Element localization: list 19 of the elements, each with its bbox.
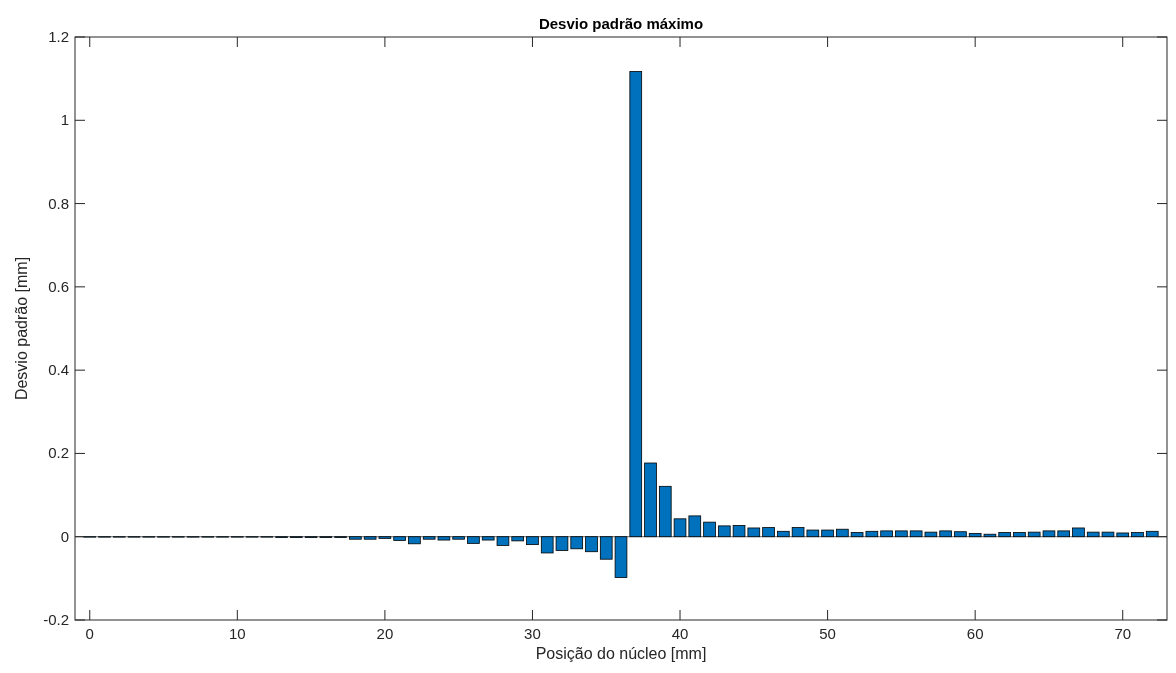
y-tick-label: 1	[60, 111, 69, 129]
x-tick-label: 40	[671, 625, 689, 642]
y-tick-label: 0	[60, 527, 69, 545]
y-tick-label: 0.8	[48, 194, 69, 212]
y-tick-label: 0.2	[48, 444, 69, 462]
x-tick-label: 20	[376, 625, 394, 642]
x-tick-label: 0	[85, 625, 94, 642]
y-axis-title: Desvio padrão [mm]	[13, 256, 30, 401]
y-tick-label: 1.2	[48, 28, 69, 45]
x-axis-title: Posição do núcleo [mm]	[535, 645, 707, 662]
y-tick-label: -0.2	[43, 611, 69, 628]
x-tick-label: 70	[1114, 625, 1132, 642]
y-tick-label: 0.4	[48, 361, 69, 379]
x-tick-label: 10	[228, 625, 246, 642]
chart-title: Desvio padrão máximo	[538, 15, 704, 32]
x-tick-label: 30	[524, 625, 541, 642]
y-tick-label: 0.6	[48, 277, 69, 295]
x-tick-label: 50	[819, 625, 836, 642]
x-tick-label: 60	[966, 625, 984, 642]
